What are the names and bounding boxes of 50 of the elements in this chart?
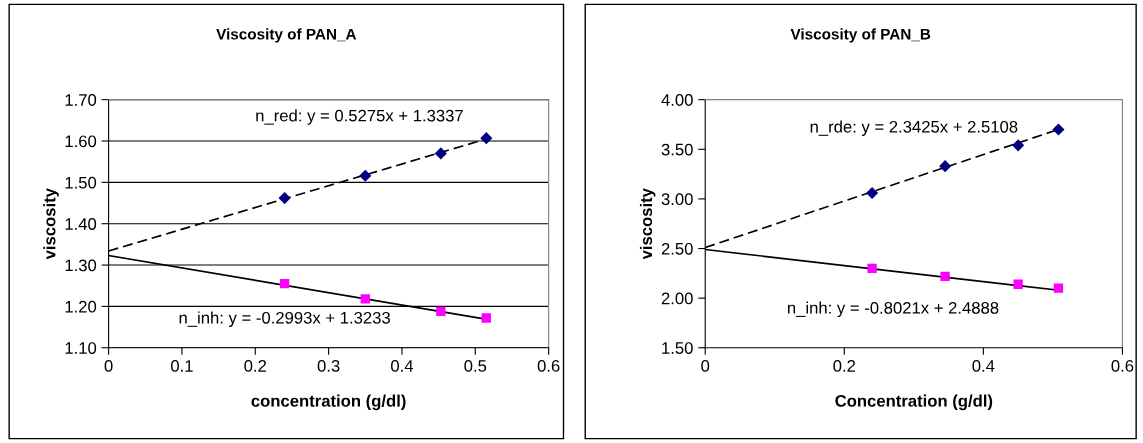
x-tick-label: 0.6 <box>537 360 560 372</box>
point <box>481 313 491 323</box>
point <box>278 192 291 205</box>
point <box>359 169 372 182</box>
x-axis-title: concentration (g/dl) <box>251 394 406 411</box>
point <box>867 263 877 274</box>
point <box>939 160 952 173</box>
y-axis-title: viscosity <box>639 188 656 260</box>
y-tick-label: 3.50 <box>661 143 693 156</box>
x-tick-label: 0.1 <box>171 360 193 372</box>
y-tick-label: 4.00 <box>661 94 693 106</box>
point <box>866 186 879 200</box>
chart-title: Viscosity of PAN_B <box>790 28 931 43</box>
point <box>279 279 290 289</box>
point <box>1012 139 1025 152</box>
y-tick-label: 1.50 <box>662 342 693 354</box>
x-tick-label: 0.4 <box>391 360 414 372</box>
point <box>480 132 493 145</box>
annotation: n_inh: y = -0.8021x + 2.4888 <box>787 301 999 318</box>
y-tick-label: 1.40 <box>65 218 97 230</box>
point <box>1053 283 1064 293</box>
point <box>940 271 950 281</box>
x-tick-label: 0.4 <box>972 360 995 372</box>
y-tick-label: 1.60 <box>65 135 97 148</box>
x-tick-label: 0.3 <box>317 360 340 372</box>
x-axis-title: Concentration (g/dl) <box>835 394 993 411</box>
y-tick-label: 2.50 <box>661 242 693 255</box>
point <box>1052 123 1065 136</box>
annotation: n_red: y = 0.5275x + 1.3337 <box>256 109 463 125</box>
x-tick-label: 0.2 <box>244 360 267 372</box>
point <box>434 147 447 160</box>
y-tick-label: 1.10 <box>65 342 97 354</box>
point <box>1013 279 1023 289</box>
point <box>360 294 370 304</box>
x-tick-label: 0.5 <box>464 360 487 372</box>
y-tick-label: 1.70 <box>65 94 97 106</box>
y-axis-title: viscosity <box>43 188 59 260</box>
x-tick-label: 0 <box>701 360 710 372</box>
y-tick-label: 1.30 <box>65 259 97 272</box>
y-tick-label: 2.00 <box>661 292 693 305</box>
y-tick-label: 1.20 <box>65 300 97 313</box>
annotation: n_inh: y = -0.2993x + 1.3233 <box>179 311 390 327</box>
annotation: n_rde: y = 2.3425x + 2.5108 <box>810 120 1018 136</box>
y-tick-label: 1.50 <box>65 176 97 189</box>
x-tick-label: 0.2 <box>833 360 856 372</box>
point <box>436 306 446 317</box>
y-tick-label: 3.00 <box>661 193 693 206</box>
x-tick-label: 0 <box>104 360 113 372</box>
x-tick-label: 0.6 <box>1111 360 1134 372</box>
chart-title: Viscosity of PAN_A <box>216 28 357 43</box>
